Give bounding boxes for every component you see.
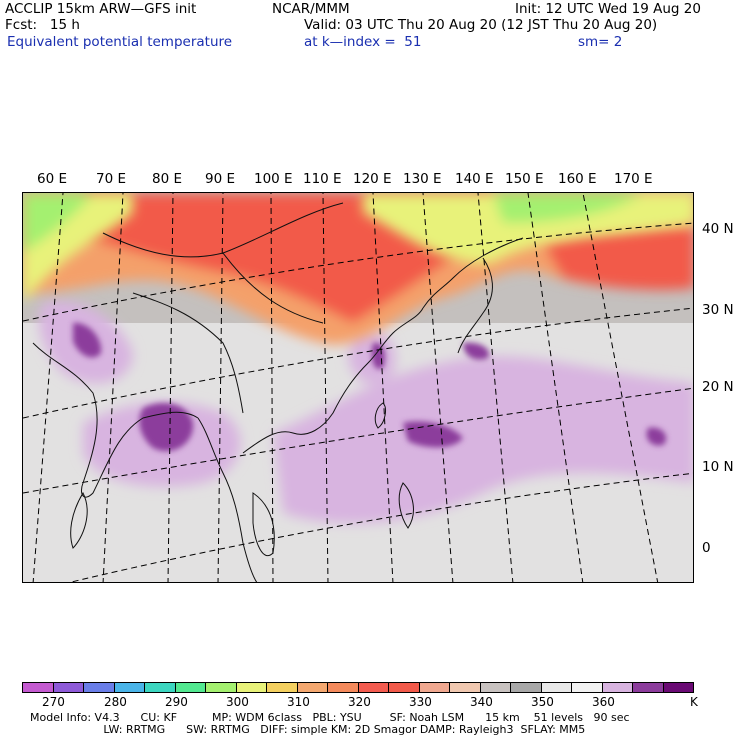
colorbar-swatch bbox=[297, 683, 328, 692]
colorbar-tick-300: 300 bbox=[226, 695, 249, 709]
colorbar-swatch bbox=[389, 683, 420, 692]
lat-label-10n: 10 N bbox=[702, 459, 734, 475]
colorbar-swatch bbox=[511, 683, 542, 692]
field-name: Equivalent potential temperature bbox=[7, 34, 233, 50]
lon-label-80e: 80 E bbox=[152, 171, 182, 187]
graticule bbox=[23, 193, 693, 582]
colorbar-unit: K bbox=[690, 695, 698, 709]
theta-e-map bbox=[23, 193, 693, 582]
colorbar-swatch bbox=[175, 683, 206, 692]
lat-label-30n: 30 N bbox=[702, 302, 734, 318]
init-time: Init: 12 UTC Wed 19 Aug 20 bbox=[515, 1, 701, 17]
lat-label-20n: 20 N bbox=[702, 379, 734, 395]
coastlines bbox=[32, 202, 524, 582]
colorbar-tick-310: 310 bbox=[287, 695, 310, 709]
lon-label-150e: 150 E bbox=[505, 171, 544, 187]
colorbar-swatch bbox=[114, 683, 145, 692]
lat-label-0: 0 bbox=[702, 540, 711, 556]
forecast-hour: Fcst: 15 h bbox=[5, 17, 80, 33]
model-title: ACCLIP 15km ARW—GFS init bbox=[5, 1, 197, 17]
smoothing-label: sm= 2 bbox=[578, 34, 623, 50]
colorbar-tick-320: 320 bbox=[348, 695, 371, 709]
lat-label-40n: 40 N bbox=[702, 221, 734, 237]
map-panel bbox=[22, 192, 694, 583]
colorbar-tick-360: 360 bbox=[592, 695, 615, 709]
lon-label-90e: 90 E bbox=[205, 171, 235, 187]
lon-label-100e: 100 E bbox=[254, 171, 293, 187]
colorbar-swatch bbox=[419, 683, 450, 692]
colorbar-swatch bbox=[84, 683, 115, 692]
colorbar-swatch bbox=[53, 683, 84, 692]
lon-label-60e: 60 E bbox=[37, 171, 67, 187]
colorbar-swatch bbox=[450, 683, 481, 692]
valid-time: Valid: 03 UTC Thu 20 Aug 20 (12 JST Thu … bbox=[304, 17, 658, 33]
colorbar-swatch bbox=[480, 683, 511, 692]
colorbar-swatch bbox=[23, 683, 54, 692]
colorbar-tick-280: 280 bbox=[104, 695, 127, 709]
colorbar-swatch bbox=[602, 683, 633, 692]
lon-label-110e: 110 E bbox=[303, 171, 342, 187]
colorbar bbox=[22, 682, 694, 693]
colorbar-swatch bbox=[541, 683, 572, 692]
colorbar-swatch bbox=[145, 683, 176, 692]
colorbar-tick-330: 330 bbox=[409, 695, 432, 709]
colorbar-swatch bbox=[358, 683, 389, 692]
lon-label-120e: 120 E bbox=[353, 171, 392, 187]
colorbar-swatch bbox=[572, 683, 603, 692]
k-index-label: at k—index = 51 bbox=[304, 34, 422, 50]
colorbar-tick-270: 270 bbox=[42, 695, 65, 709]
colorbar-swatch bbox=[663, 683, 693, 692]
cool-north bbox=[23, 193, 693, 303]
colorbar-tick-340: 340 bbox=[470, 695, 493, 709]
colorbar-tick-350: 350 bbox=[531, 695, 554, 709]
lon-label-160e: 160 E bbox=[558, 171, 597, 187]
lon-label-70e: 70 E bbox=[96, 171, 126, 187]
producer-label: NCAR/MMM bbox=[272, 1, 350, 17]
lon-label-140e: 140 E bbox=[455, 171, 494, 187]
colorbar-swatch bbox=[267, 683, 298, 692]
colorbar-swatch bbox=[206, 683, 237, 692]
colorbar-swatch bbox=[236, 683, 267, 692]
colorbar-swatch bbox=[633, 683, 664, 692]
lon-label-130e: 130 E bbox=[403, 171, 442, 187]
lon-label-170e: 170 E bbox=[614, 171, 653, 187]
colorbar-swatch bbox=[328, 683, 359, 692]
model-info-line2: LW: RRTMG SW: RRTMG DIFF: simple KM: 2D … bbox=[30, 723, 586, 736]
model-info-line1: Model Info: V4.3 CU: KF MP: WDM 6class P… bbox=[30, 711, 630, 724]
colorbar-tick-290: 290 bbox=[165, 695, 188, 709]
